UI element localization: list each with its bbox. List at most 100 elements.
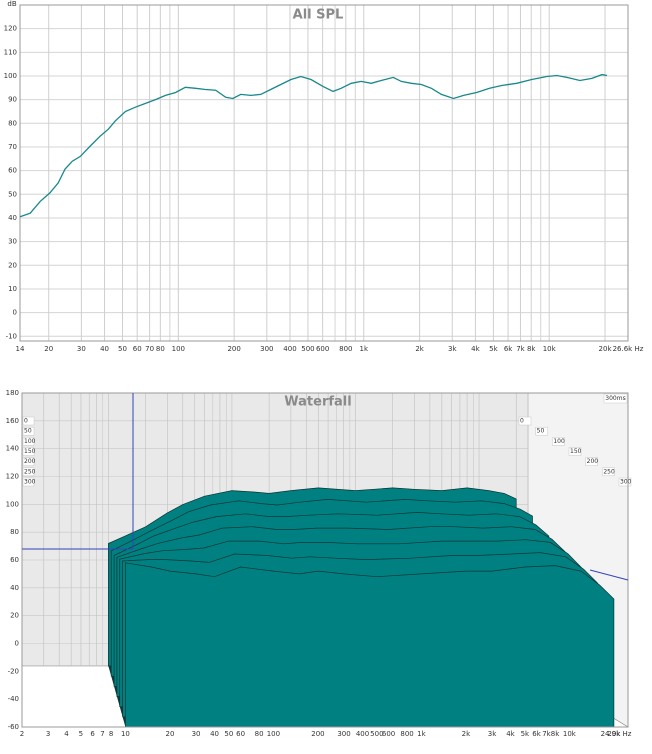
x-tick-label: 8k (551, 730, 560, 738)
y-tick-label: 90 (8, 96, 17, 104)
y-tick-label: 120 (6, 473, 19, 481)
y-tick-label: -40 (8, 695, 19, 703)
y-tick-label: 20 (8, 261, 17, 269)
depth-label: 100 (553, 438, 565, 445)
x-tick-label: 8k (527, 345, 536, 353)
y-tick-label: -60 (8, 723, 19, 731)
x-tick-label: 2k (415, 345, 424, 353)
depth-label-box (568, 447, 582, 456)
depth-label: 200 (24, 458, 36, 465)
plot-frame (21, 392, 629, 728)
x-tick-label: 100 (172, 345, 185, 353)
x-tick-label: 2 (20, 730, 24, 738)
y-tick-label: 70 (8, 143, 17, 151)
y-tick-label: 0 (13, 309, 17, 317)
x-tick-label: 6 (90, 730, 95, 738)
x-tick-label: 4k (471, 345, 480, 353)
cursor-line (589, 569, 629, 581)
depth-label-box (518, 416, 532, 426)
y-tick-label: 0 (15, 640, 19, 648)
x-tick-label: 70 (145, 345, 154, 353)
depth-label: 150 (24, 448, 36, 455)
x-tick-label: 3k (448, 345, 457, 353)
x-tick-label: 10 (121, 730, 130, 738)
y-tick-label: -20 (8, 667, 19, 675)
depth-label-box (22, 467, 35, 477)
depth-label-box (22, 426, 35, 436)
y-tick-label: 120 (4, 25, 17, 33)
depth-label-box (22, 437, 35, 446)
x-tick-label: 1k (417, 730, 426, 738)
x-tick-label: 20 (166, 730, 175, 738)
depth-label-box (602, 467, 615, 477)
plot-frame (19, 4, 629, 342)
plot-area (19, 4, 629, 342)
y-tick-label: 50 (8, 190, 17, 198)
x-tick-label: 2k (462, 730, 471, 738)
y-tick-label: 100 (4, 72, 17, 80)
depth-label: 150 (570, 448, 582, 455)
x-tick-label: 14 (16, 345, 25, 353)
x-tick-label: 1k (360, 345, 369, 353)
depth-label: 250 (603, 468, 615, 475)
x-tick-label: 7k (516, 345, 525, 353)
y-tick-label: 40 (10, 584, 19, 592)
depth-label: 300 (620, 479, 632, 486)
x-tick-label: 10k (563, 730, 577, 738)
x-tick-label: 80 (255, 730, 264, 738)
y-tick-label: 60 (8, 167, 17, 175)
time-range-box (603, 393, 628, 404)
chart-title: Waterfall (284, 395, 351, 410)
depth-label: 250 (24, 468, 36, 475)
depth-label: 50 (24, 428, 32, 435)
y-tick-label: 40 (8, 214, 17, 222)
depth-label-box (552, 437, 565, 446)
y-tick-label: 100 (6, 500, 19, 508)
x-tick-label: 60 (236, 730, 245, 738)
x-tick-label: 5 (79, 730, 83, 738)
y-tick-label: 180 (6, 389, 19, 397)
time-range-label: 300ms (605, 395, 625, 402)
depth-label-box (22, 457, 35, 466)
depth-label: 50 (537, 428, 545, 435)
chart-title: All SPL (293, 8, 344, 23)
x-tick-label: 7k (542, 730, 551, 738)
x-tick-label: 6k (504, 345, 513, 353)
y-tick-label: 110 (4, 48, 17, 56)
depth-label: 300 (24, 479, 36, 486)
y-tick-label: 140 (6, 445, 19, 453)
x-tick-label: 24.9k Hz (601, 730, 632, 738)
x-tick-label: 200 (311, 730, 324, 738)
depth-label: 100 (24, 438, 36, 445)
x-tick-label: 50 (118, 345, 127, 353)
depth-label-box (22, 447, 35, 456)
x-tick-label: 40 (100, 345, 109, 353)
x-tick-label: 5k (489, 345, 498, 353)
x-tick-label: 40 (210, 730, 219, 738)
y-tick-label: 60 (10, 556, 19, 564)
x-tick-label: 50 (224, 730, 233, 738)
y-axis-label: dB (7, 0, 16, 8)
x-tick-label: 3 (46, 730, 50, 738)
x-tick-label: 3k (488, 730, 497, 738)
x-tick-label: 20k (607, 730, 621, 738)
y-tick-label: 30 (8, 238, 17, 246)
depth-label: 0 (24, 418, 28, 425)
x-tick-label: 4k (506, 730, 515, 738)
x-tick-label: 8 (109, 730, 113, 738)
x-tick-label: 30 (192, 730, 201, 738)
depth-label-box (22, 416, 35, 426)
y-tick-label: 80 (8, 119, 17, 127)
x-tick-label: 600 (316, 345, 329, 353)
waterfall-slice (125, 562, 615, 728)
x-tick-label: 100 (267, 730, 280, 738)
spl-line (19, 73, 608, 218)
depth-label-box (22, 477, 35, 487)
y-tick-label: 160 (6, 417, 19, 425)
depth-label: 200 (587, 458, 599, 465)
x-tick-label: 30 (77, 345, 86, 353)
